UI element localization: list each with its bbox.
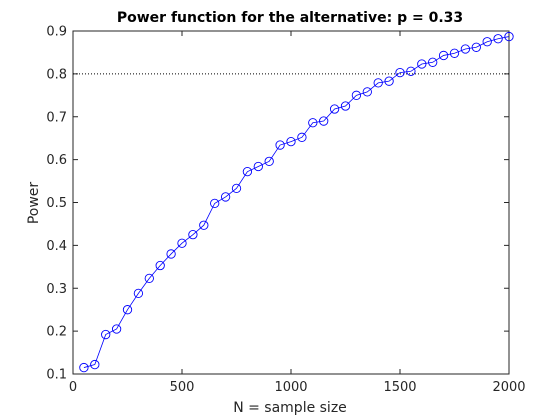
series-line (83, 36, 510, 368)
x-tick-label: 1000 (274, 380, 307, 395)
y-tick-label: 0.5 (46, 196, 67, 211)
plot-area: 0 500 1000 1500 2000 0.1 0.2 0.3 0.4 0.5 0.6 0.7 0.8… (46, 25, 525, 396)
data-point (319, 116, 329, 126)
data-point (231, 183, 242, 194)
data-point (406, 66, 416, 76)
data-point (438, 50, 449, 61)
chart-title: Power function for the alternative: p = … (117, 10, 463, 26)
data-point (395, 67, 405, 78)
data-point (188, 230, 198, 240)
data-point (177, 238, 187, 248)
data-point (286, 136, 296, 147)
data-point (297, 132, 307, 142)
data-point (351, 90, 362, 100)
y-tick-label: 0.9 (46, 25, 67, 40)
y-tick-label: 0.1 (46, 368, 67, 383)
data-point (166, 249, 176, 259)
data-point (101, 329, 111, 340)
data-point (111, 324, 122, 334)
axes-box (72, 30, 510, 375)
data-point (471, 42, 481, 52)
data-point (428, 57, 438, 67)
x-axis-label: N = sample size (233, 400, 347, 416)
y-tick-label: 0.8 (46, 67, 67, 82)
data-point (133, 288, 144, 299)
data-point (493, 34, 503, 44)
data-point (449, 48, 460, 58)
data-point (242, 166, 253, 177)
data-point (253, 161, 263, 172)
y-axis-label: Power (26, 182, 42, 225)
y-tick-label: 0.7 (46, 110, 67, 125)
y-tick-label: 0.2 (46, 325, 67, 340)
data-point (199, 220, 209, 230)
data-point (155, 260, 165, 271)
data-point (417, 59, 427, 69)
data-point (460, 44, 471, 54)
y-tick-label: 0.4 (46, 239, 67, 254)
data-point (384, 76, 394, 86)
data-point (275, 140, 285, 150)
data-point (90, 359, 100, 370)
x-tick-label: 1500 (383, 380, 416, 395)
data-point (482, 37, 492, 47)
data-point (122, 305, 133, 315)
x-tick-label: 0 (69, 380, 77, 395)
data-point (329, 104, 340, 114)
data-point (79, 362, 89, 373)
data-point (362, 87, 372, 97)
data-point (264, 156, 274, 166)
x-tick-label: 500 (170, 380, 195, 395)
data-point (504, 31, 514, 42)
data-point (220, 192, 231, 202)
x-tick-label: 2000 (492, 380, 525, 395)
data-point (144, 273, 154, 284)
y-tick-label: 0.3 (46, 282, 67, 297)
data-point (340, 101, 351, 111)
data-point (373, 78, 383, 88)
data-point (308, 118, 318, 128)
data-point (210, 198, 220, 209)
y-tick-label: 0.6 (46, 153, 67, 168)
